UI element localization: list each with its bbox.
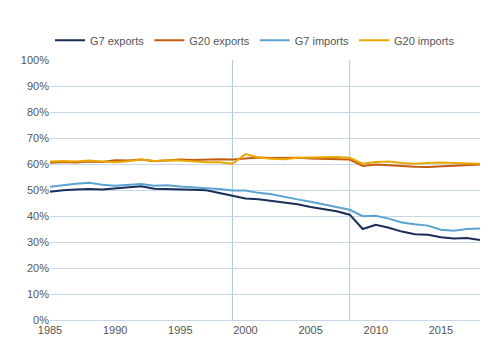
svg-text:90%: 90%	[27, 80, 49, 92]
svg-text:2015: 2015	[429, 324, 453, 336]
svg-text:2000: 2000	[233, 324, 257, 336]
svg-text:1990: 1990	[103, 324, 127, 336]
svg-text:G7 exports: G7 exports	[90, 35, 144, 47]
svg-text:10%: 10%	[27, 288, 49, 300]
svg-text:2010: 2010	[364, 324, 388, 336]
svg-text:100%: 100%	[21, 54, 49, 66]
svg-text:80%: 80%	[27, 106, 49, 118]
svg-text:1995: 1995	[168, 324, 192, 336]
svg-text:50%: 50%	[27, 184, 49, 196]
svg-text:G20 exports: G20 exports	[189, 35, 249, 47]
svg-text:40%: 40%	[27, 210, 49, 222]
svg-text:2005: 2005	[298, 324, 322, 336]
svg-text:60%: 60%	[27, 158, 49, 170]
svg-text:G20 imports: G20 imports	[394, 35, 454, 47]
svg-text:G7 imports: G7 imports	[295, 35, 349, 47]
svg-text:0%: 0%	[33, 314, 49, 326]
svg-text:30%: 30%	[27, 236, 49, 248]
svg-text:20%: 20%	[27, 262, 49, 274]
svg-text:1985: 1985	[38, 324, 62, 336]
svg-text:70%: 70%	[27, 132, 49, 144]
